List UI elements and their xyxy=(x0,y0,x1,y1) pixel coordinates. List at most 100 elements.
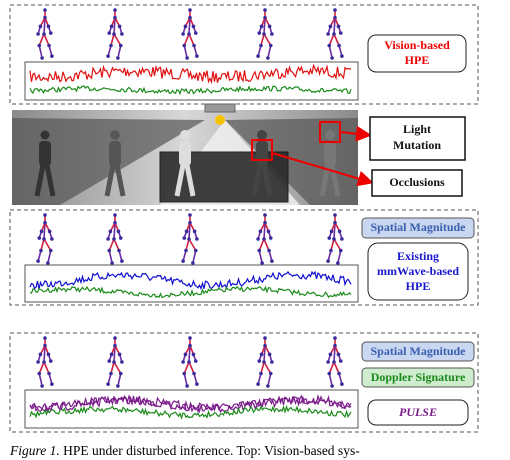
skeleton-joint xyxy=(118,371,123,376)
skeleton-joint xyxy=(181,360,185,364)
skeleton-joint xyxy=(117,24,122,29)
skeleton-joint xyxy=(326,32,330,36)
skeleton-bone xyxy=(327,250,332,262)
skeleton-bone xyxy=(113,345,116,363)
label-box xyxy=(371,169,463,197)
person-leg xyxy=(184,164,196,197)
skeleton-joint xyxy=(336,261,340,265)
skeleton-joint xyxy=(184,248,188,253)
skeleton-joint xyxy=(42,237,46,241)
skeleton-joint xyxy=(46,352,51,357)
skeleton-bone xyxy=(117,373,122,387)
skeleton-bone xyxy=(260,33,265,46)
skeleton-joint xyxy=(37,43,42,48)
skeleton-joint xyxy=(106,237,110,241)
skeleton-joint xyxy=(36,259,40,263)
skeleton-bone xyxy=(113,33,122,46)
skeleton-bone xyxy=(188,361,195,374)
skeleton-joint xyxy=(109,352,114,357)
label-box xyxy=(369,116,466,161)
skeleton-joint xyxy=(181,259,185,263)
skeleton-joint xyxy=(38,24,43,29)
caption: Figure 1. HPE under disturbed inference.… xyxy=(9,443,360,458)
skeleton-bone xyxy=(338,373,343,385)
skeleton-joint xyxy=(337,371,341,376)
skeleton-joint xyxy=(259,43,263,48)
skeleton-joint xyxy=(113,15,117,20)
skeleton-bone xyxy=(110,361,115,374)
skeleton-joint xyxy=(109,24,114,29)
skeleton-joint xyxy=(113,343,117,348)
skeleton-joint xyxy=(256,382,260,386)
skeleton-joint xyxy=(338,359,343,363)
skeleton-bone xyxy=(328,45,333,59)
skeleton-joint xyxy=(117,248,121,253)
skeleton-bone xyxy=(263,222,266,240)
skeleton-joint xyxy=(182,43,187,48)
skeleton-bone xyxy=(38,33,45,46)
signal-traces xyxy=(29,63,352,420)
skeleton-joint xyxy=(118,43,123,48)
skeleton-joint xyxy=(184,229,189,234)
skeleton-joint xyxy=(43,8,47,12)
skeleton-joint xyxy=(266,56,270,60)
skeleton-bone xyxy=(263,361,272,374)
person-body xyxy=(179,141,191,166)
signal-box xyxy=(24,264,359,303)
skeleton-joint xyxy=(37,371,42,376)
person-leg xyxy=(261,164,273,197)
skeleton-bone xyxy=(183,373,188,387)
skeleton-joint xyxy=(327,236,332,240)
skeleton-joint xyxy=(43,343,47,348)
skeleton-joint xyxy=(113,213,117,217)
skeleton-joint xyxy=(329,229,334,234)
skeleton-joint xyxy=(333,343,337,348)
skeleton-joint xyxy=(262,32,266,36)
person-head xyxy=(257,130,267,140)
skeleton-bone xyxy=(118,250,123,262)
skeleton-bone xyxy=(108,250,113,264)
skeleton-joint xyxy=(338,31,343,35)
skeleton-joint xyxy=(266,229,271,234)
signal-trace xyxy=(29,63,352,85)
skeleton-joint xyxy=(337,43,341,48)
skeleton-joint xyxy=(267,248,271,253)
skeleton-bone xyxy=(117,45,122,59)
skeleton-joint xyxy=(332,360,336,364)
skeleton-joint xyxy=(327,43,332,48)
skeleton-bone xyxy=(40,238,45,251)
skeleton-bone xyxy=(38,361,45,374)
person-body xyxy=(324,141,336,166)
shadow xyxy=(12,118,205,205)
skeleton-joint xyxy=(38,352,43,357)
skeleton-joint xyxy=(328,352,333,357)
skeleton-bone xyxy=(267,45,272,59)
label: Mutation xyxy=(393,138,441,152)
panel-border xyxy=(9,332,479,433)
skeleton-joint xyxy=(191,24,196,29)
skeleton-joint xyxy=(332,32,336,36)
skeleton-bone xyxy=(257,45,262,57)
skeleton-joint xyxy=(268,236,273,240)
skeleton-joint xyxy=(191,352,196,357)
skeleton-joint xyxy=(258,229,263,234)
skeleton-joint xyxy=(263,8,267,12)
skeleton-bone xyxy=(113,361,122,374)
skeleton-joint xyxy=(112,32,116,36)
tag: Spatial Magnitude xyxy=(370,344,466,358)
skeleton-bone xyxy=(193,45,198,57)
skeleton-joint xyxy=(106,382,110,386)
skeleton-joint xyxy=(43,336,47,340)
skeleton-bone xyxy=(48,45,53,57)
layout xyxy=(9,4,479,433)
skeleton-bone xyxy=(258,238,265,251)
skeleton-bone xyxy=(188,17,191,35)
skeleton-joint xyxy=(266,384,270,388)
skeleton-joint xyxy=(110,261,114,265)
skeleton-joint xyxy=(46,24,51,29)
person-head xyxy=(40,130,50,140)
skeleton-joint xyxy=(263,220,267,225)
skeleton-joint xyxy=(256,54,260,58)
skeleton-joint xyxy=(188,220,192,225)
